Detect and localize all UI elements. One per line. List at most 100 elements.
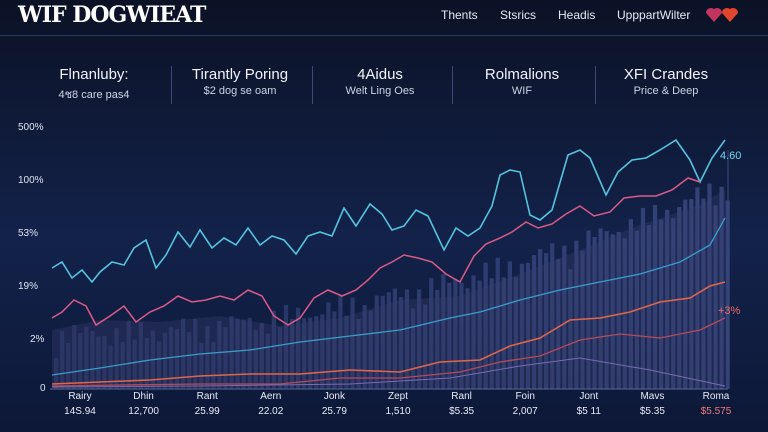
volume-bar (586, 230, 591, 389)
volume-bar (223, 327, 228, 389)
volume-bar (598, 228, 603, 389)
volume-bar (525, 262, 531, 389)
nav-item[interactable]: Stsrics (500, 8, 536, 22)
area (52, 190, 725, 388)
volume-bar (610, 234, 615, 389)
volume-bar (96, 336, 101, 389)
x-label-value: 14S.94 (64, 406, 96, 417)
stat-subtitle: Welt Ling Oes (345, 85, 415, 97)
volume-bar (671, 218, 676, 389)
header-divider (0, 35, 768, 36)
stat: Tirantly Poring $2 dog se oam (170, 66, 310, 97)
y-label: 0 (40, 383, 46, 394)
volume-bar (646, 225, 652, 389)
x-label-name: Roma (702, 391, 730, 402)
y-label: 53% (18, 228, 39, 239)
volume-bar (84, 326, 89, 389)
volume-bar (114, 328, 119, 389)
divider (595, 66, 596, 104)
volume-bar (562, 245, 567, 389)
volume-bar (314, 316, 319, 389)
stat-subtitle: 4ช8 care pas4 (58, 89, 130, 101)
volume-bar (568, 269, 573, 389)
x-label-name: Aern (260, 391, 282, 402)
volume-bar (489, 278, 494, 389)
x-label-value: 12,700 (128, 406, 159, 417)
volume-bar (447, 282, 452, 389)
volume-bar (477, 280, 482, 389)
x-label-name: Foin (515, 391, 535, 402)
x-label-value: $5.575 (700, 406, 732, 417)
x-label-value: 2,007 (512, 406, 538, 417)
volume-bar (362, 305, 367, 389)
nav-item[interactable]: UpppartWilter (617, 8, 691, 22)
stat: XFI Crandes Price & Deep (596, 66, 736, 97)
volume-bar (531, 254, 537, 389)
volume-bar (435, 289, 440, 389)
heart-icon[interactable] (704, 4, 744, 26)
volume-bar (604, 231, 609, 389)
volume-bar (665, 209, 670, 389)
volume-bar (78, 332, 83, 389)
volume-bar (616, 231, 621, 389)
line (51, 217, 726, 376)
volume-bar (640, 207, 646, 389)
stat: Rolmalions WIF (452, 66, 592, 97)
volume-bar (187, 332, 192, 389)
stat-title: Flnanluby: (59, 66, 129, 83)
volume-bar (144, 337, 149, 389)
volume-bar (338, 295, 343, 389)
x-label-name: Jonk (323, 391, 345, 402)
volume-bar (556, 259, 561, 389)
volume-bar (392, 288, 397, 389)
volume-bar (628, 219, 633, 389)
volume-bar (465, 288, 470, 389)
volume-bar (356, 318, 361, 389)
stat-subtitle: Price & Deep (633, 85, 699, 97)
volume-bar (54, 358, 59, 389)
volume-bar (66, 342, 71, 389)
y-label: 500% (18, 122, 44, 133)
x-label-value: $5.35 (639, 406, 665, 417)
stat: 4Aidus Welt Ling Oes (310, 66, 450, 97)
x-label-value: $5.35 (449, 406, 475, 417)
nav-item[interactable]: Thents (441, 8, 478, 22)
volume-bar (132, 339, 137, 389)
x-label-value: 1,510 (385, 406, 411, 417)
divider (312, 66, 313, 104)
volume-bar (453, 278, 458, 389)
nav-item[interactable]: Headis (558, 8, 596, 22)
volume-bar (302, 318, 307, 389)
volume-bar (241, 319, 246, 389)
volume-bar (429, 278, 434, 389)
volume-bar (459, 282, 464, 389)
volume-bar (538, 249, 543, 389)
volume-bar (410, 308, 416, 389)
volume-bar (574, 240, 579, 389)
volume-bar (592, 236, 597, 389)
volume-bar (296, 307, 301, 389)
volume-bar (259, 322, 264, 389)
annotation: 4.60 (720, 150, 742, 162)
logo[interactable]: WIF DOGWIEAT (18, 2, 206, 28)
volume-bar (277, 327, 283, 389)
volume-bar (423, 304, 428, 389)
x-label-name: Rant (196, 391, 218, 402)
volume-bar (495, 257, 500, 389)
divider (452, 66, 453, 104)
volume-bar (72, 324, 77, 389)
line (51, 138, 726, 284)
volume-bar (90, 331, 95, 389)
volume-bar (513, 277, 518, 389)
stat-title: Tirantly Poring (191, 66, 289, 83)
volume-bar (162, 332, 168, 389)
stat-subtitle: WIF (511, 85, 533, 97)
volume-bar (659, 219, 664, 389)
volume-bar (271, 310, 276, 389)
divider (171, 66, 172, 104)
volume-bar (175, 328, 180, 389)
x-label-value: 25.99 (194, 406, 220, 417)
volume-bar (380, 295, 385, 389)
annotation: +3% (718, 305, 741, 317)
volume-bar (544, 253, 549, 389)
